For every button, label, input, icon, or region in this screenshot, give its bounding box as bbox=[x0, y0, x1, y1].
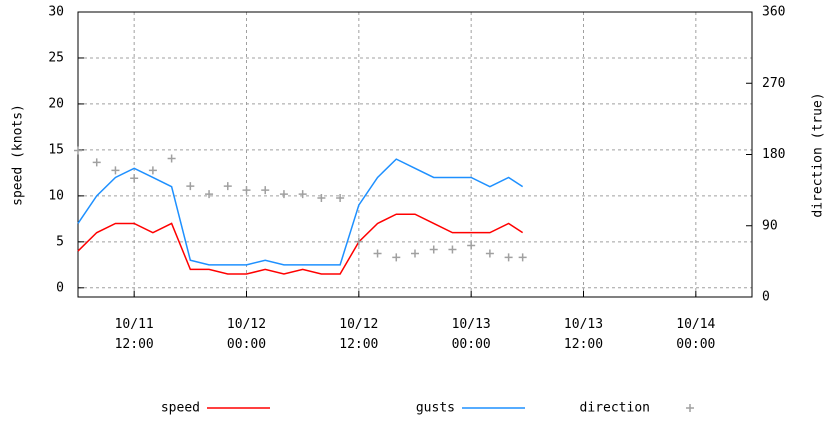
marker bbox=[261, 186, 270, 195]
y-axis-label: speed (knots) bbox=[11, 104, 26, 206]
y-tick-label: 30 bbox=[48, 5, 64, 20]
marker bbox=[392, 253, 401, 262]
marker bbox=[186, 182, 195, 191]
y2-tick-label: 360 bbox=[762, 5, 785, 20]
marker bbox=[373, 249, 382, 258]
marker bbox=[242, 186, 251, 195]
x-tick-label: 10/13 12:00 bbox=[564, 317, 603, 352]
x-tick-label: 10/13 00:00 bbox=[452, 317, 491, 352]
y2-axis-label: direction (true) bbox=[811, 92, 826, 217]
y-tick-label: 25 bbox=[48, 50, 64, 65]
y2-tick-label: 270 bbox=[762, 76, 785, 91]
marker bbox=[130, 174, 139, 183]
marker bbox=[148, 166, 157, 175]
y-tick-label: 20 bbox=[48, 96, 64, 111]
y-tick-label: 10 bbox=[48, 188, 64, 203]
x-tick-label: 10/14 00:00 bbox=[676, 317, 715, 352]
marker bbox=[205, 190, 214, 199]
legend-label: direction bbox=[580, 401, 650, 416]
y-tick-label: 15 bbox=[48, 142, 64, 157]
marker bbox=[411, 249, 419, 258]
marker bbox=[504, 253, 513, 262]
marker bbox=[429, 245, 438, 254]
series-line bbox=[77, 213, 524, 275]
y2-tick-label: 0 bbox=[762, 290, 770, 305]
y-tick-label: 0 bbox=[56, 280, 64, 295]
marker bbox=[74, 146, 82, 155]
marker bbox=[111, 166, 120, 175]
legend-marker bbox=[686, 404, 694, 412]
marker bbox=[518, 253, 527, 262]
legend-label: gusts bbox=[416, 401, 455, 416]
marker bbox=[336, 194, 345, 203]
marker bbox=[223, 182, 232, 191]
marker bbox=[317, 194, 326, 203]
marker bbox=[485, 249, 494, 258]
y2-tick-label: 90 bbox=[762, 218, 778, 233]
marker bbox=[92, 158, 101, 167]
marker bbox=[354, 237, 363, 246]
marker bbox=[167, 154, 176, 163]
y2-tick-label: 180 bbox=[762, 147, 785, 162]
marker bbox=[467, 241, 476, 250]
legend-label: speed bbox=[161, 401, 200, 416]
x-tick-label: 10/12 00:00 bbox=[227, 317, 266, 352]
x-tick-label: 10/11 12:00 bbox=[115, 317, 154, 352]
y-tick-label: 5 bbox=[56, 234, 64, 249]
marker bbox=[298, 190, 307, 199]
series-line bbox=[77, 158, 524, 266]
marker bbox=[279, 190, 288, 199]
marker bbox=[448, 245, 457, 254]
x-tick-label: 10/12 12:00 bbox=[339, 317, 378, 352]
